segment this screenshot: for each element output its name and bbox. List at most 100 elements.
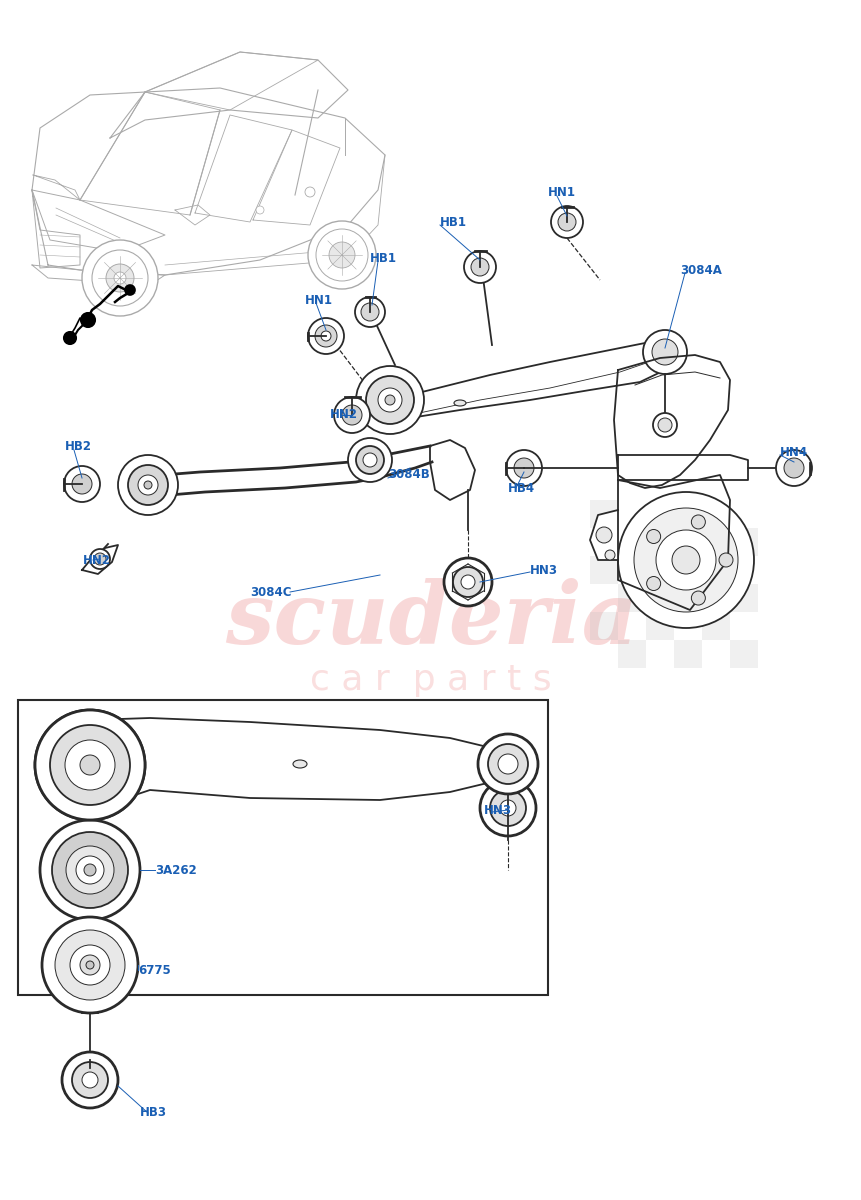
Circle shape xyxy=(66,846,114,894)
Circle shape xyxy=(329,242,355,268)
Circle shape xyxy=(489,790,525,826)
Circle shape xyxy=(90,550,110,569)
Circle shape xyxy=(316,229,368,281)
Bar xyxy=(645,500,673,528)
Circle shape xyxy=(378,388,401,412)
Text: HN2: HN2 xyxy=(330,408,357,421)
Circle shape xyxy=(50,725,130,805)
Circle shape xyxy=(118,455,177,515)
Circle shape xyxy=(305,187,314,197)
Text: HB3: HB3 xyxy=(139,1106,167,1120)
Polygon shape xyxy=(82,545,118,574)
Text: HB2: HB2 xyxy=(65,440,92,454)
Text: HN3: HN3 xyxy=(530,564,557,576)
Circle shape xyxy=(775,450,811,486)
Circle shape xyxy=(642,330,686,374)
Bar xyxy=(589,556,617,584)
Circle shape xyxy=(80,755,100,775)
Circle shape xyxy=(76,856,104,884)
Bar xyxy=(617,584,645,612)
Text: HN1: HN1 xyxy=(548,186,575,199)
Circle shape xyxy=(94,553,106,565)
Polygon shape xyxy=(32,88,385,275)
Bar xyxy=(729,528,757,556)
Circle shape xyxy=(655,530,715,590)
Bar xyxy=(617,640,645,668)
Circle shape xyxy=(64,332,76,344)
Circle shape xyxy=(81,313,95,326)
Circle shape xyxy=(40,820,139,920)
Circle shape xyxy=(307,318,344,354)
Bar xyxy=(617,528,645,556)
Text: 6775: 6775 xyxy=(138,964,170,977)
Circle shape xyxy=(691,592,704,605)
Circle shape xyxy=(651,338,678,365)
Circle shape xyxy=(487,744,528,784)
Bar xyxy=(673,584,701,612)
Circle shape xyxy=(453,566,482,596)
Circle shape xyxy=(80,755,100,775)
Bar xyxy=(729,640,757,668)
Bar xyxy=(18,700,548,995)
Polygon shape xyxy=(52,718,510,810)
Circle shape xyxy=(125,284,135,295)
Circle shape xyxy=(480,780,536,836)
Circle shape xyxy=(672,546,699,574)
Polygon shape xyxy=(617,475,729,610)
Circle shape xyxy=(106,264,133,292)
Polygon shape xyxy=(613,355,729,488)
Circle shape xyxy=(604,550,614,560)
Circle shape xyxy=(646,529,660,544)
Polygon shape xyxy=(360,338,672,422)
Bar xyxy=(729,584,757,612)
Bar xyxy=(673,640,701,668)
Text: HB1: HB1 xyxy=(369,252,397,264)
Text: HN1: HN1 xyxy=(305,294,332,306)
Text: 3084C: 3084C xyxy=(250,586,291,599)
Circle shape xyxy=(557,214,575,230)
Circle shape xyxy=(314,325,337,347)
Text: HN4: HN4 xyxy=(779,445,807,458)
Ellipse shape xyxy=(454,400,466,406)
Polygon shape xyxy=(430,440,474,500)
Polygon shape xyxy=(617,455,747,480)
Circle shape xyxy=(633,508,737,612)
Bar xyxy=(701,500,729,528)
Circle shape xyxy=(366,376,413,424)
Circle shape xyxy=(505,450,542,486)
Text: HN2: HN2 xyxy=(83,553,111,566)
Circle shape xyxy=(355,296,385,326)
Circle shape xyxy=(784,458,803,478)
Text: HN3: HN3 xyxy=(483,804,511,816)
Circle shape xyxy=(691,515,704,529)
Circle shape xyxy=(470,258,488,276)
Bar xyxy=(673,528,701,556)
Text: scuderia: scuderia xyxy=(225,578,636,661)
Circle shape xyxy=(92,250,148,306)
Text: HB4: HB4 xyxy=(507,481,535,494)
Circle shape xyxy=(127,464,168,505)
Circle shape xyxy=(42,917,138,1013)
Circle shape xyxy=(80,955,100,974)
Circle shape xyxy=(64,466,100,502)
Circle shape xyxy=(35,710,145,820)
Circle shape xyxy=(461,575,474,589)
Circle shape xyxy=(82,240,158,316)
Circle shape xyxy=(144,481,152,490)
Polygon shape xyxy=(110,52,348,138)
Polygon shape xyxy=(150,446,431,496)
Circle shape xyxy=(498,754,517,774)
Bar xyxy=(645,612,673,640)
Circle shape xyxy=(550,206,582,238)
Ellipse shape xyxy=(293,760,307,768)
Text: HB1: HB1 xyxy=(439,216,467,228)
Bar xyxy=(589,500,617,528)
Circle shape xyxy=(62,1052,118,1108)
Circle shape xyxy=(478,734,537,794)
Circle shape xyxy=(718,553,732,566)
Text: 3084B: 3084B xyxy=(387,468,430,481)
Circle shape xyxy=(65,740,115,790)
Circle shape xyxy=(82,1072,98,1088)
Circle shape xyxy=(256,206,263,214)
Bar xyxy=(589,612,617,640)
